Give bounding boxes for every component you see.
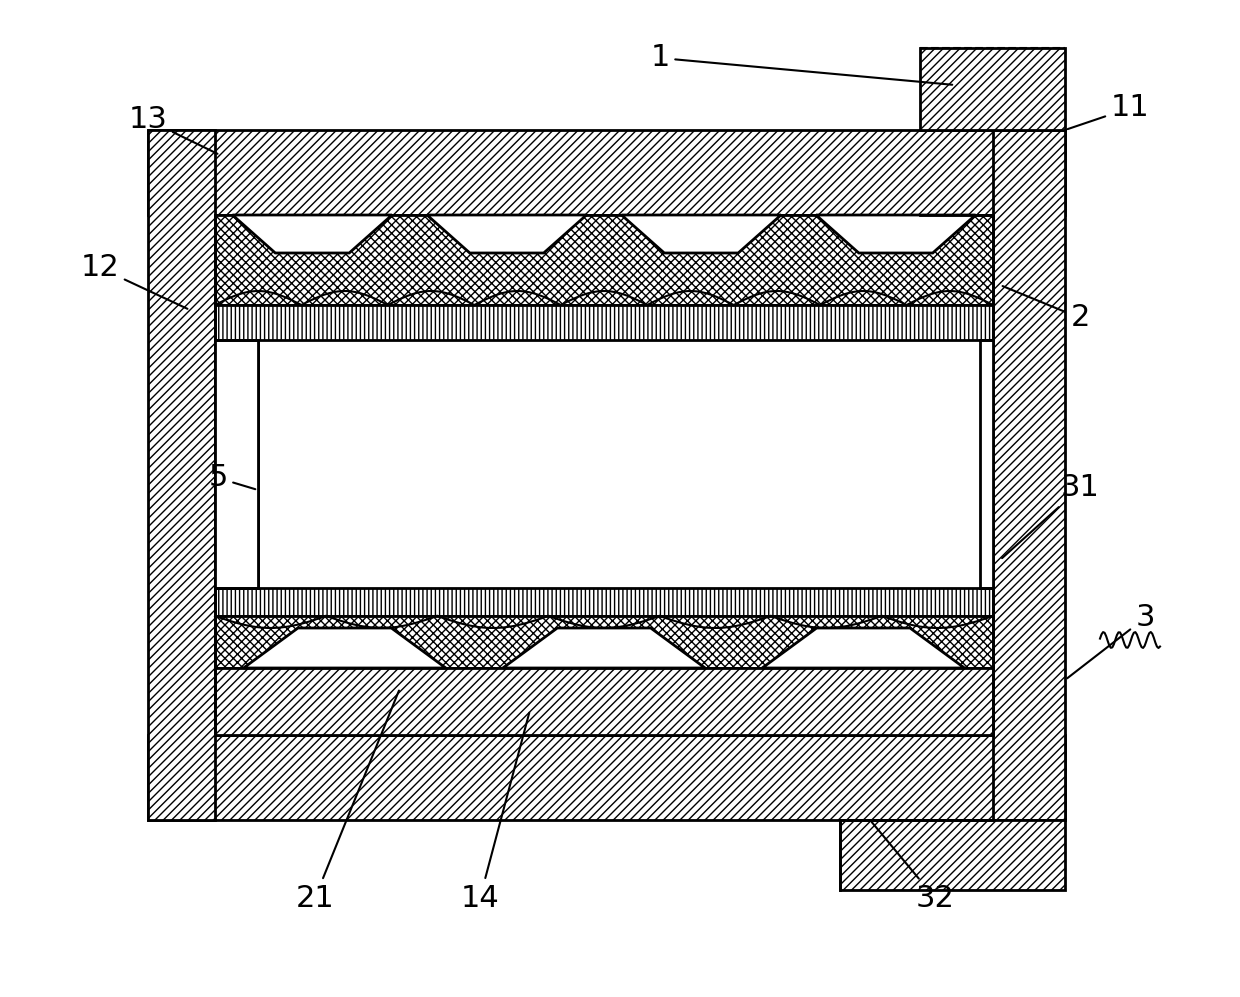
Text: 21: 21 (295, 691, 399, 912)
Text: 1: 1 (650, 44, 952, 85)
Polygon shape (215, 588, 993, 616)
Polygon shape (148, 735, 1065, 820)
Polygon shape (215, 215, 993, 305)
Polygon shape (839, 820, 1065, 890)
Text: 13: 13 (129, 106, 217, 154)
Polygon shape (215, 340, 258, 588)
Text: 14: 14 (460, 713, 529, 912)
Polygon shape (763, 628, 965, 668)
Polygon shape (215, 668, 993, 735)
Polygon shape (148, 130, 215, 820)
Polygon shape (215, 340, 258, 588)
Polygon shape (621, 215, 781, 253)
Polygon shape (993, 130, 1065, 820)
Polygon shape (215, 305, 993, 340)
Text: 32: 32 (872, 823, 955, 912)
Text: 5: 5 (208, 464, 255, 493)
Polygon shape (148, 130, 1065, 215)
Polygon shape (258, 340, 980, 588)
Polygon shape (980, 340, 993, 588)
Text: 3: 3 (1068, 603, 1154, 678)
Polygon shape (816, 215, 976, 253)
Polygon shape (233, 215, 392, 253)
Text: 11: 11 (1068, 94, 1149, 129)
Polygon shape (503, 628, 706, 668)
Polygon shape (215, 616, 993, 668)
Text: 31: 31 (1002, 474, 1100, 558)
Polygon shape (920, 48, 1065, 130)
Text: 12: 12 (81, 253, 187, 309)
Polygon shape (243, 628, 446, 668)
Text: 2: 2 (1003, 286, 1090, 333)
Polygon shape (427, 215, 587, 253)
